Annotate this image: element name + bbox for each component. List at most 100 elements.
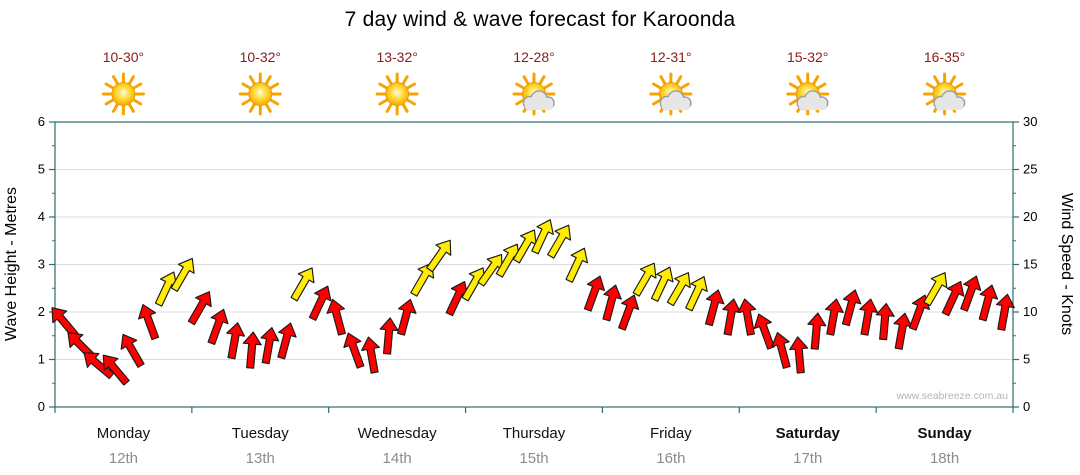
right-tick-label: 5 xyxy=(1023,352,1030,367)
wind-arrow xyxy=(242,331,262,369)
date-label: 14th xyxy=(383,450,412,467)
day-label: Sunday xyxy=(917,425,972,442)
sun-ray xyxy=(385,102,394,113)
right-tick-label: 10 xyxy=(1023,304,1037,319)
sun-ray xyxy=(131,82,143,90)
wind-arrow xyxy=(753,313,775,350)
sun-ray xyxy=(241,98,253,106)
wind-arrow xyxy=(704,289,725,327)
sun-icon xyxy=(248,82,273,106)
right-axis-title: Wind Speed - Knots xyxy=(1058,193,1075,335)
wind-arrow xyxy=(226,322,246,360)
wind-arrow xyxy=(685,276,708,312)
wind-arrow xyxy=(397,298,417,336)
left-tick-label: 0 xyxy=(38,399,45,414)
wind-arrow xyxy=(960,275,982,312)
wind-arrow xyxy=(923,272,948,307)
wind-arrow xyxy=(83,352,115,380)
sun-ray xyxy=(815,82,827,90)
wind-arrow xyxy=(277,322,297,360)
wind-arrow xyxy=(650,266,674,302)
wind-arrow xyxy=(170,257,195,292)
sun-ray xyxy=(401,102,409,113)
date-label: 13th xyxy=(246,450,275,467)
wind-arrow xyxy=(547,224,572,259)
wind-arrow xyxy=(825,298,844,336)
wind-arrow xyxy=(841,289,862,327)
sun-ray xyxy=(127,102,135,113)
date-label: 15th xyxy=(519,450,548,467)
temperature-range-label: 10-32° xyxy=(240,49,281,65)
wind-arrow xyxy=(941,280,965,317)
cloud-icon xyxy=(525,103,553,110)
sun-ray xyxy=(268,82,280,90)
wind-arrow xyxy=(565,247,589,283)
sun-ray xyxy=(659,75,667,86)
temperature-range-label: 15-32° xyxy=(787,49,828,65)
wind-arrow xyxy=(875,302,895,341)
right-tick-label: 0 xyxy=(1023,399,1030,414)
sun-ray xyxy=(811,75,820,86)
day-label: Tuesday xyxy=(232,425,289,442)
date-label: 18th xyxy=(930,450,959,467)
sun-ray xyxy=(515,98,526,106)
sun-ray xyxy=(948,75,957,86)
chart-title: 7 day wind & wave forecast for Karoonda xyxy=(344,8,736,31)
sun-ray xyxy=(933,75,941,86)
wind-arrow xyxy=(120,333,145,368)
temperature-range-label: 12-28° xyxy=(513,49,554,65)
sun-ray xyxy=(248,75,257,86)
sun-ray xyxy=(385,75,394,86)
day-label: Wednesday xyxy=(358,425,437,442)
sun-ray xyxy=(401,75,409,86)
day-label: Saturday xyxy=(776,425,841,442)
sun-ray xyxy=(542,82,553,90)
cloud-icon xyxy=(531,91,547,107)
cloud-icon xyxy=(668,91,684,107)
right-tick-label: 20 xyxy=(1023,209,1037,224)
wind-arrow xyxy=(187,291,212,326)
sun-ray xyxy=(111,75,120,86)
sun-ray xyxy=(241,82,253,90)
left-tick-label: 4 xyxy=(38,209,45,224)
sun-ray xyxy=(515,82,526,90)
sun-ray xyxy=(405,98,416,106)
cloud-icon xyxy=(805,91,820,107)
temperature-range-label: 16-35° xyxy=(924,49,965,65)
date-label: 16th xyxy=(656,450,685,467)
sun-ray xyxy=(378,98,390,106)
sun-ray xyxy=(104,98,116,106)
sun-icon xyxy=(385,82,410,106)
day-label: Thursday xyxy=(503,425,566,442)
left-tick-label: 1 xyxy=(38,352,45,367)
wind-arrow xyxy=(290,267,315,302)
sun-ray xyxy=(104,82,116,90)
watermark: www.seabreeze.com.au xyxy=(896,390,1009,402)
wind-arrow xyxy=(379,317,399,355)
sun-icon xyxy=(111,82,136,106)
sun-ray xyxy=(925,82,937,90)
right-tick-label: 15 xyxy=(1023,257,1037,272)
wind-arrow xyxy=(207,308,229,345)
sun-ray xyxy=(131,98,143,106)
left-axis-title: Wave Height - Metres xyxy=(3,187,20,341)
sun-ray xyxy=(652,98,663,106)
wind-arrow xyxy=(343,332,365,369)
wind-arrow xyxy=(771,332,791,369)
sun-ray xyxy=(248,102,257,113)
wind-arrow xyxy=(996,293,1015,331)
sun-ray xyxy=(796,75,804,86)
wind-arrow xyxy=(632,262,657,297)
left-tick-label: 6 xyxy=(38,114,45,129)
wind-arrow xyxy=(531,219,554,255)
sun-ray xyxy=(952,82,964,90)
left-tick-label: 3 xyxy=(38,257,45,272)
wind-arrow xyxy=(737,298,757,336)
wind-arrow xyxy=(308,285,332,321)
wind-arrow xyxy=(361,336,380,374)
wind-arrow xyxy=(426,239,452,273)
sun-ray xyxy=(925,98,937,106)
wind-arrow xyxy=(893,312,913,350)
cloud-icon xyxy=(942,91,957,107)
sun-ray xyxy=(788,98,800,106)
